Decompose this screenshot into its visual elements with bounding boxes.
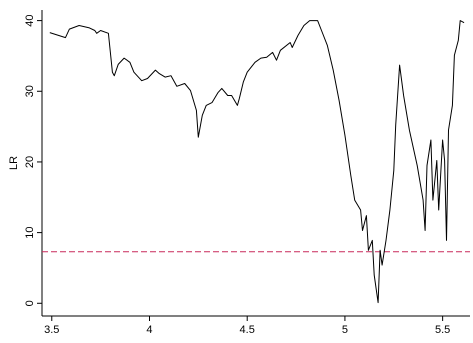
y-tick-label: 10 bbox=[24, 226, 36, 238]
x-tick-label: 4 bbox=[146, 324, 152, 336]
x-tick-label: 5 bbox=[342, 324, 348, 336]
y-tick-label: 30 bbox=[24, 85, 36, 97]
data-line bbox=[49, 20, 465, 304]
x-tick-label: 5.5 bbox=[435, 324, 450, 336]
y-tick-label: 20 bbox=[24, 156, 36, 168]
x-tick-label: 4.5 bbox=[240, 324, 255, 336]
y-axis-label: LR bbox=[8, 156, 20, 170]
y-tick-label: 40 bbox=[24, 14, 36, 26]
y-tick-label: 0 bbox=[24, 300, 36, 306]
x-tick-label: 3.5 bbox=[44, 324, 59, 336]
